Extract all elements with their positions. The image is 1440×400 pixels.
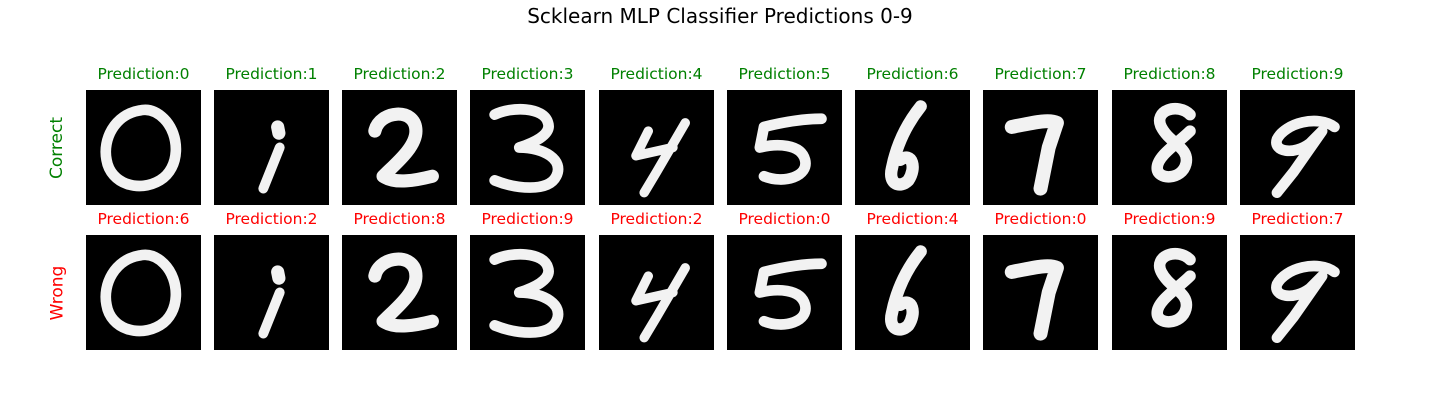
prediction-label: Prediction:0: [994, 210, 1087, 228]
digit-stroke: [100, 249, 182, 337]
digit-stroke: [631, 271, 678, 306]
digit-5-icon: [727, 90, 842, 205]
prediction-label: Prediction:8: [353, 210, 446, 228]
digit-stroke: [631, 126, 678, 161]
digit-3-icon: [470, 90, 585, 205]
digit-1-icon: [214, 235, 329, 350]
prediction-label: Prediction:2: [353, 65, 446, 83]
digit-stroke: [258, 287, 285, 339]
digit-3-icon: [470, 235, 585, 350]
digit-0-icon: [86, 90, 201, 205]
digit-4-icon: [599, 235, 714, 350]
digit-stroke: [368, 107, 439, 188]
prediction-label: Prediction:0: [97, 65, 190, 83]
digit-5-icon: [727, 235, 842, 350]
digit-9-icon: [1240, 235, 1355, 350]
prediction-label: Prediction:6: [97, 210, 190, 228]
prediction-label: Prediction:4: [610, 65, 703, 83]
row-label-wrong: Wrong: [42, 235, 72, 350]
digit-9-icon: [1240, 90, 1355, 205]
digit-stroke: [1004, 259, 1064, 341]
digit-6-icon: [855, 235, 970, 350]
row-label-text: Correct: [47, 116, 67, 179]
digit-1-icon: [214, 90, 329, 205]
digit-stroke: [754, 258, 827, 330]
digit-stroke: [100, 104, 182, 192]
prediction-label: Prediction:4: [866, 210, 959, 228]
digit-stroke: [258, 142, 285, 194]
digit-6-icon: [855, 90, 970, 205]
digit-0-icon: [86, 235, 201, 350]
prediction-label: Prediction:6: [866, 65, 959, 83]
digit-2-icon: [342, 235, 457, 350]
digit-8-icon: [1112, 235, 1227, 350]
digit-stroke: [1151, 103, 1196, 183]
digit-stroke: [1271, 260, 1340, 344]
digit-stroke: [271, 265, 286, 285]
prediction-label: Prediction:7: [994, 65, 1087, 83]
digit-7-icon: [983, 90, 1098, 205]
prediction-label: Prediction:9: [481, 210, 574, 228]
prediction-label: Prediction:0: [738, 210, 831, 228]
prediction-label: Prediction:3: [481, 65, 574, 83]
digit-stroke: [639, 118, 690, 198]
prediction-label: Prediction:2: [225, 210, 318, 228]
digit-stroke: [271, 120, 286, 140]
digit-4-icon: [599, 90, 714, 205]
digit-stroke: [885, 100, 927, 191]
digit-7-icon: [983, 235, 1098, 350]
prediction-label: Prediction:2: [610, 210, 703, 228]
row-label-correct: Correct: [42, 90, 72, 205]
figure-title: Scklearn MLP Classifier Predictions 0-9: [527, 4, 913, 28]
digit-stroke: [1004, 114, 1064, 196]
digit-stroke: [885, 245, 927, 336]
prediction-label: Prediction:9: [1123, 210, 1216, 228]
prediction-label: Prediction:9: [1251, 65, 1344, 83]
digit-stroke: [489, 103, 564, 193]
digit-2-icon: [342, 90, 457, 205]
digit-stroke: [639, 263, 690, 343]
digit-stroke: [368, 252, 439, 333]
prediction-label: Prediction:7: [1251, 210, 1344, 228]
prediction-label: Prediction:5: [738, 65, 831, 83]
prediction-label: Prediction:8: [1123, 65, 1216, 83]
digit-stroke: [754, 113, 827, 185]
row-label-text: Wrong: [47, 265, 68, 320]
digit-stroke: [489, 248, 564, 338]
prediction-label: Prediction:1: [225, 65, 318, 83]
digit-stroke: [1271, 115, 1340, 199]
digit-8-icon: [1112, 90, 1227, 205]
digit-stroke: [1151, 248, 1196, 328]
